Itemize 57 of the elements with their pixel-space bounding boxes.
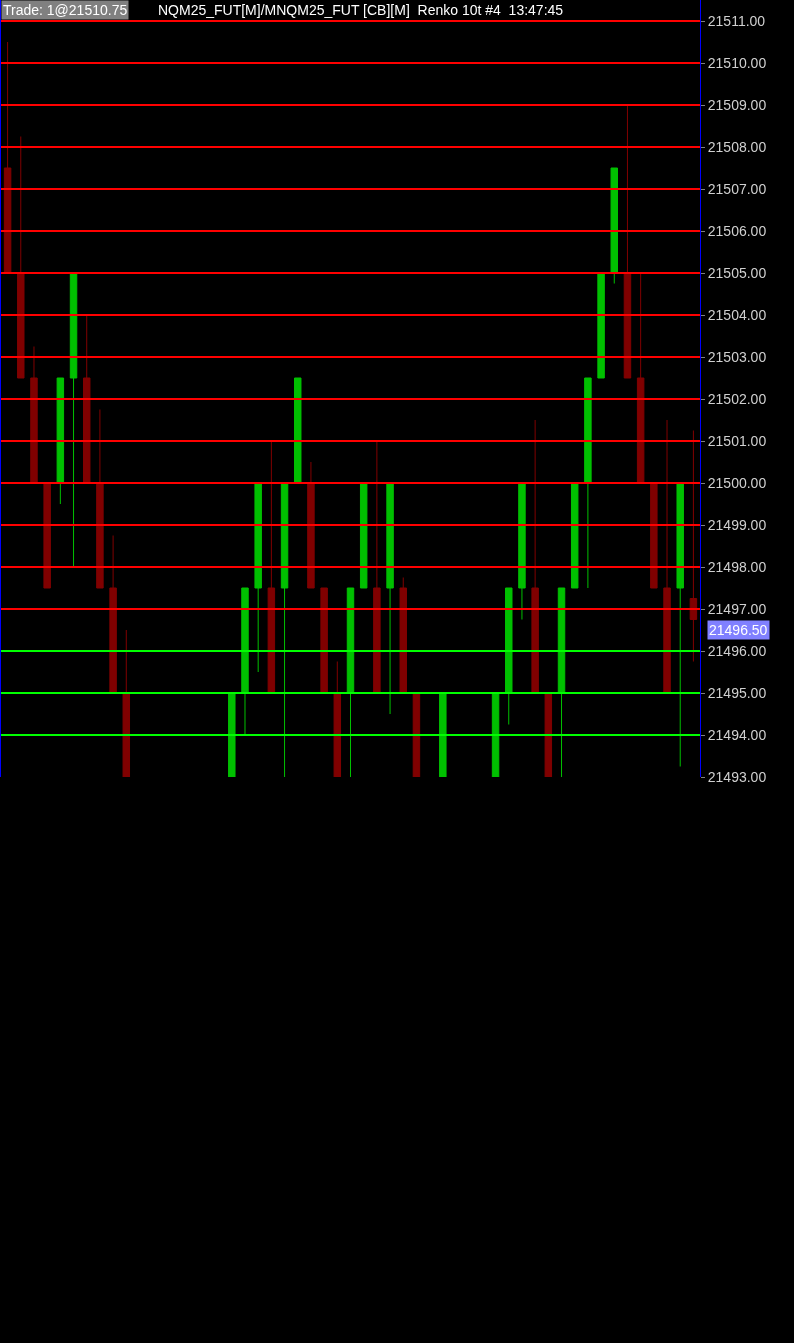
candlestick	[320, 587, 328, 694]
candlestick	[386, 482, 394, 715]
text: 21496.50	[709, 622, 768, 638]
y-tick-label: 21504.00	[707, 306, 767, 323]
y-tick-label: 21508.00	[707, 138, 767, 155]
candlestick	[294, 377, 302, 484]
y-tick-label: 21503.00	[707, 348, 767, 365]
y-tick-label: 21509.00	[707, 96, 767, 113]
y-tick-label: 21507.00	[707, 180, 767, 197]
candlestick	[267, 440, 276, 694]
y-tick-label: 21505.00	[707, 264, 767, 281]
candlestick	[676, 482, 684, 767]
candlestick	[280, 482, 289, 777]
y-tick-label: 21511.00	[707, 12, 766, 29]
candlestick	[636, 272, 645, 484]
y-tick-label: 21500.00	[707, 474, 767, 491]
candlestick	[43, 482, 51, 589]
candlestick	[663, 419, 671, 694]
candlestick	[610, 167, 618, 284]
chart-subtitle: NQM25_FUT[M]/MNQM25_FUT [CB][M] Renko 10t #4 13:47:45	[158, 2, 564, 18]
candlestick	[518, 482, 526, 620]
candlestick	[83, 314, 91, 484]
y-tick-label: 21495.00	[707, 684, 767, 701]
y-tick-label: 21506.00	[707, 222, 767, 239]
candlestick	[689, 430, 698, 662]
candlestick	[3, 41, 12, 274]
y-tick-label: 21502.00	[707, 390, 767, 407]
candlestick	[346, 587, 355, 777]
candlestick	[597, 272, 605, 379]
y-tick-label: 21496.00	[707, 642, 767, 659]
candlestick	[399, 577, 407, 694]
candlestick	[531, 419, 539, 694]
y-tick-label: 21493.00	[707, 768, 767, 785]
candlestick	[69, 272, 78, 568]
candlestick	[96, 409, 104, 589]
candlestick	[373, 440, 381, 694]
candlestick	[623, 104, 632, 379]
y-tick-label: 21510.00	[707, 54, 767, 71]
chart-title: Trade: 1@21510.75	[3, 2, 128, 18]
candlestick	[505, 587, 513, 725]
candlestick	[557, 587, 566, 777]
candlestick	[307, 461, 315, 589]
candlestick	[17, 136, 25, 379]
candlestick	[359, 482, 368, 589]
candlestick	[254, 482, 262, 673]
y-tick-label: 21499.00	[707, 516, 767, 533]
candlestick	[109, 535, 117, 694]
y-tick-label: 21494.00	[707, 726, 767, 743]
candlestick	[650, 482, 658, 589]
candlestick	[241, 587, 249, 736]
y-tick-label: 21498.00	[707, 558, 767, 575]
candlestick	[584, 377, 592, 589]
candlestick	[30, 346, 38, 484]
candlestick	[570, 482, 579, 589]
y-tick-label: 21501.00	[707, 432, 767, 449]
y-tick-label: 21497.00	[707, 600, 767, 617]
candlestick	[56, 377, 65, 505]
